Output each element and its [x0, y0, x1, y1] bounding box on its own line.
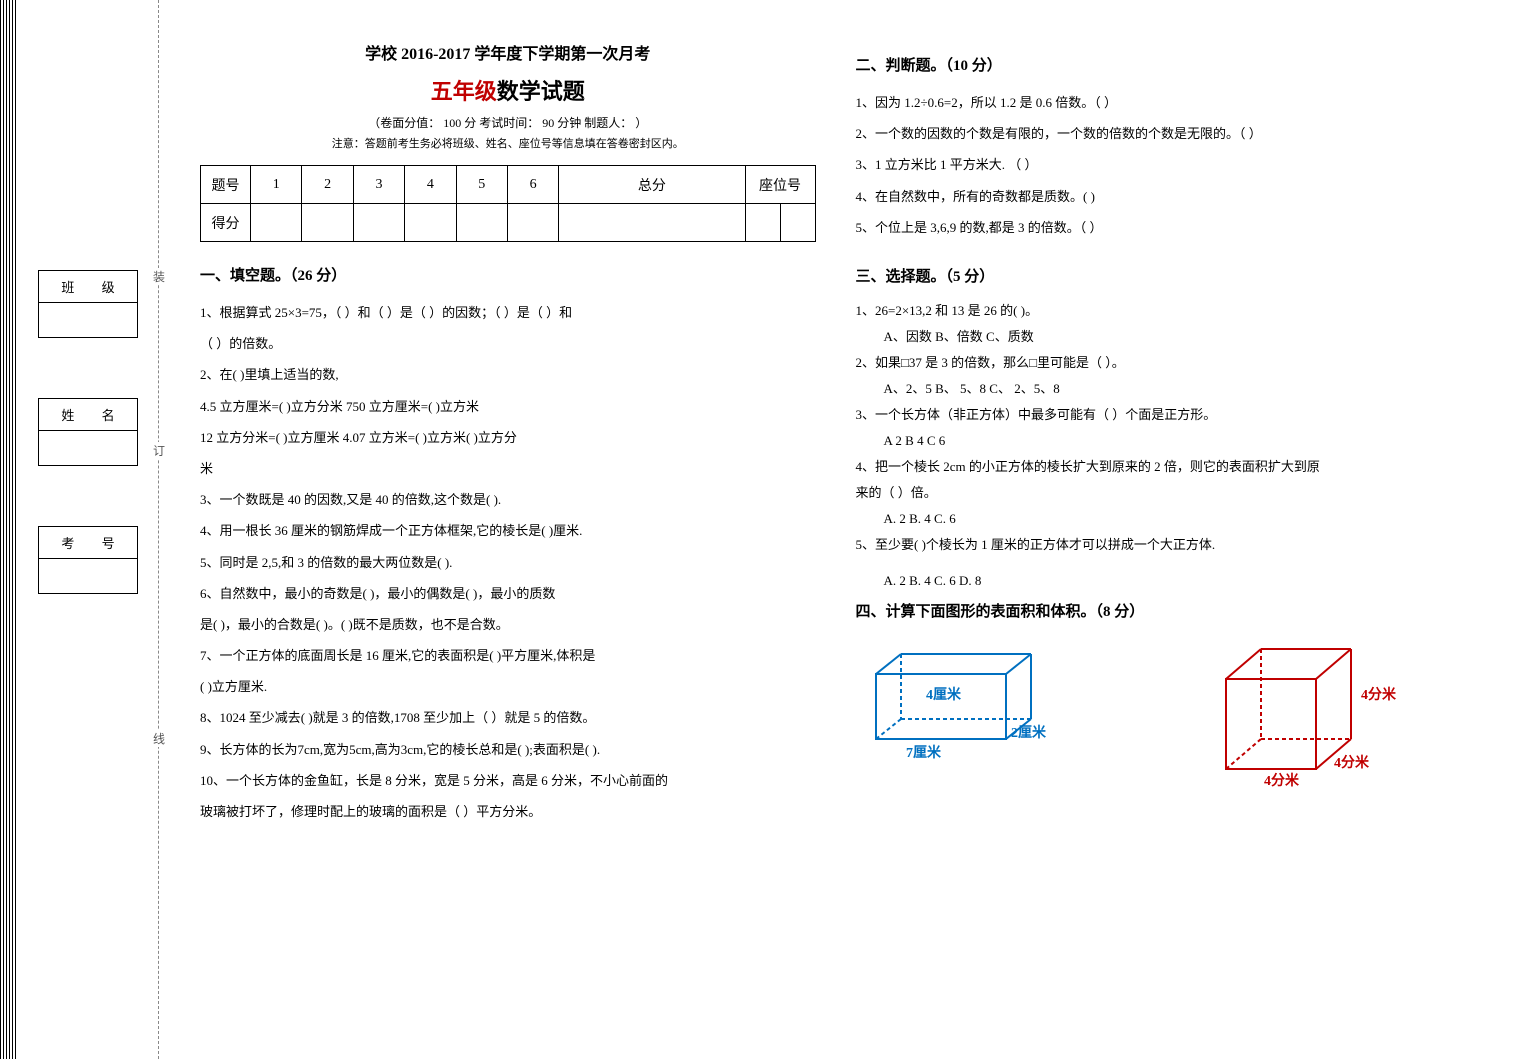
- s3-q5: 5、至少要( )个棱长为 1 厘米的正方体才可以拼成一个大正方体.: [856, 532, 1472, 558]
- s1-q10: 10、一个长方体的金鱼缸，长是 8 分米，宽是 5 分米，高是 6 分米，不小心…: [200, 765, 816, 796]
- th-label: 题号: [201, 166, 251, 204]
- s1-q9: 9、长方体的长为7cm,宽为5cm,高为3cm,它的棱长总和是( );表面积是(…: [200, 734, 816, 765]
- s2-q4: 4、在自然数中，所有的奇数都是质数。( ): [856, 181, 1472, 212]
- title-sub: 五年级数学试题: [200, 74, 816, 106]
- score-table: 题号 1 2 3 4 5 6 总分 座位号 得分: [200, 165, 816, 242]
- td-blank: [745, 204, 780, 242]
- s1-q3: 3、一个数既是 40 的因数,又是 40 的倍数,这个数是( ).: [200, 484, 816, 515]
- examno-blank: [39, 559, 137, 593]
- s2-q3: 3、1 立方米比 1 平方米大. （ ）: [856, 149, 1472, 180]
- name-blank: [39, 431, 137, 465]
- title-main: 学校 2016-2017 学年度下学期第一次月考: [200, 40, 816, 64]
- td-blank: [302, 204, 353, 242]
- s1-q2b: 12 立方分米=( )立方厘米 4.07 立方米=( )立方米( )立方分: [200, 422, 816, 453]
- s1-q7: 7、一个正方体的底面周长是 16 厘米,它的表面积是( )平方厘米,体积是: [200, 640, 816, 671]
- examno-box: 考 号: [38, 526, 138, 594]
- class-box: 班 级: [38, 270, 138, 338]
- s1-q10b: 玻璃被打坏了，修理时配上的玻璃的面积是（ ）平方分米。: [200, 796, 816, 827]
- s3-q5o: A. 2 B. 4 C. 6 D. 8: [856, 568, 1472, 594]
- s3-q3o: A 2 B 4 C 6: [856, 428, 1472, 454]
- s1-q2c: 米: [200, 453, 816, 484]
- title-grade: 五年级: [431, 79, 497, 104]
- class-blank: [39, 303, 137, 337]
- fold-char-mid: 订: [153, 442, 165, 459]
- s1-q5: 5、同时是 2,5,和 3 的倍数的最大两位数是( ).: [200, 547, 816, 578]
- s1-q1: 1、根据算式 25×3=75，（ ）和（ ）是（ ）的因数；（ ）是（ ）和: [200, 297, 816, 328]
- class-label: 班 级: [39, 271, 137, 303]
- section3-head: 三、选择题。（5 分）: [856, 265, 1472, 286]
- td-blank: [251, 204, 302, 242]
- fold-char-bot: 线: [153, 730, 165, 747]
- exam-meta: （卷面分值： 100 分 考试时间： 90 分钟 制题人： ）: [200, 114, 816, 131]
- th-3: 3: [353, 166, 404, 204]
- s1-q8: 8、1024 至少减去( )就是 3 的倍数,1708 至少加上（ ）就是 5 …: [200, 702, 816, 733]
- figures-row: 4厘米 7厘米 2厘米: [856, 639, 1472, 789]
- s2-q5: 5、个位上是 3,6,9 的数,都是 3 的倍数。（ ）: [856, 212, 1472, 243]
- th-6: 6: [507, 166, 558, 204]
- s1-q7b: ( )立方厘米.: [200, 671, 816, 702]
- s1-q6: 6、自然数中，最小的奇数是( )，最小的偶数是( )，最小的质数: [200, 578, 816, 609]
- s3-q2o: A、2、5 B、 5、8 C、 2、5、8: [856, 376, 1472, 402]
- name-box: 姓 名: [38, 398, 138, 466]
- th-1: 1: [251, 166, 302, 204]
- section1-head: 一、填空题。（26 分）: [200, 264, 816, 285]
- td-blank: [507, 204, 558, 242]
- td-blank: [353, 204, 404, 242]
- s2-q2: 2、一个数的因数的个数是有限的，一个数的倍数的个数是无限的。（ ）: [856, 118, 1472, 149]
- th-seat: 座位号: [745, 166, 815, 204]
- s1-q1b: （ ）的倍数。: [200, 328, 816, 359]
- td-blank: [559, 204, 745, 242]
- left-column: 学校 2016-2017 学年度下学期第一次月考 五年级数学试题 （卷面分值： …: [180, 40, 836, 1039]
- exam-note: 注意：答题前考生务必将班级、姓名、座位号等信息填在答卷密封区内。: [200, 135, 816, 151]
- s2-q1: 1、因为 1.2÷0.6=2，所以 1.2 是 0.6 倍数。（ ）: [856, 87, 1472, 118]
- barcode-strip: [0, 0, 18, 1059]
- cuboid-figure: 4厘米 7厘米 2厘米: [856, 639, 1066, 769]
- th-4: 4: [405, 166, 456, 204]
- th-total: 总分: [559, 166, 745, 204]
- cube-figure: 4分米 4分米 4分米: [1206, 639, 1426, 789]
- section4-head: 四、计算下面图形的表面积和体积。（8 分）: [856, 600, 1472, 621]
- title-subject: 数学试题: [497, 79, 585, 104]
- cube-c: 4分米: [1334, 754, 1370, 771]
- fold-line: 装 订 线: [158, 0, 160, 1059]
- s3-q4: 4、把一个棱长 2cm 的小正方体的棱长扩大到原来的 2 倍，则它的表面积扩大到…: [856, 454, 1472, 480]
- right-column: 二、判断题。（10 分） 1、因为 1.2÷0.6=2，所以 1.2 是 0.6…: [836, 40, 1492, 1039]
- s1-q6b: 是( )，最小的合数是( )。( )既不是质数，也不是合数。: [200, 609, 816, 640]
- s3-q4o: A. 2 B. 4 C. 6: [856, 506, 1472, 532]
- cube-b: 4分米: [1264, 772, 1300, 789]
- cuboid-w: 7厘米: [906, 744, 942, 761]
- content-area: 学校 2016-2017 学年度下学期第一次月考 五年级数学试题 （卷面分值： …: [160, 0, 1531, 1059]
- s3-q4b: 来的（ ）倍。: [856, 480, 1472, 506]
- th-5: 5: [456, 166, 507, 204]
- s1-q2: 2、在( )里填上适当的数,: [200, 359, 816, 390]
- answer-sheet-margin: 班 级 姓 名 考 号: [18, 0, 158, 1059]
- th-2: 2: [302, 166, 353, 204]
- cuboid-h: 4厘米: [926, 686, 962, 703]
- s1-q4: 4、用一根长 36 厘米的钢筋焊成一个正方体框架,它的棱长是( )厘米.: [200, 515, 816, 546]
- s1-q2a: 4.5 立方厘米=( )立方分米 750 立方厘米=( )立方米: [200, 391, 816, 422]
- table-row: 题号 1 2 3 4 5 6 总分 座位号: [201, 166, 816, 204]
- cube-a: 4分米: [1361, 686, 1397, 703]
- examno-label: 考 号: [39, 527, 137, 559]
- td-blank: [405, 204, 456, 242]
- td-label: 得分: [201, 204, 251, 242]
- cuboid-d: 2厘米: [1011, 724, 1047, 741]
- td-blank: [780, 204, 815, 242]
- s3-q1: 1、26=2×13,2 和 13 是 26 的( )。: [856, 298, 1472, 324]
- td-blank: [456, 204, 507, 242]
- s3-q2: 2、如果□37 是 3 的倍数，那么□里可能是（ ）。: [856, 350, 1472, 376]
- name-label: 姓 名: [39, 399, 137, 431]
- fold-char-top: 装: [153, 268, 165, 285]
- s3-q3: 3、一个长方体（非正方体）中最多可能有（ ）个面是正方形。: [856, 402, 1472, 428]
- table-row: 得分: [201, 204, 816, 242]
- s3-q1o: A、因数 B、倍数 C、质数: [856, 324, 1472, 350]
- section2-head: 二、判断题。（10 分）: [856, 54, 1472, 75]
